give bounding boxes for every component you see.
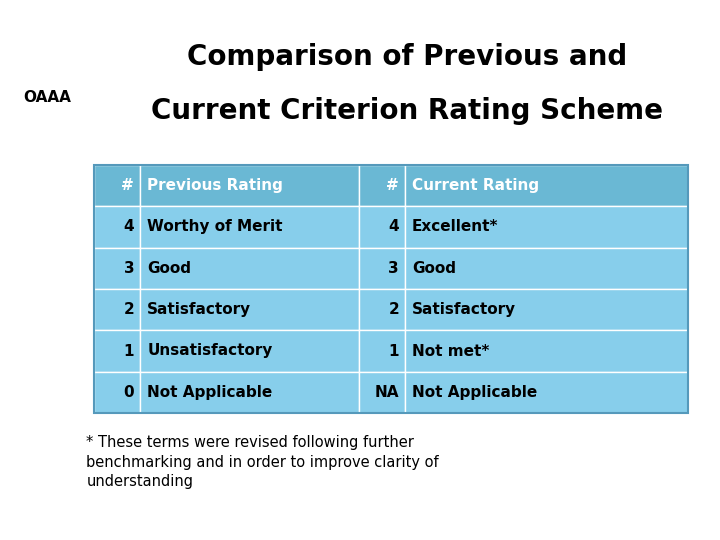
- Text: Worthy of Merit: Worthy of Merit: [147, 219, 283, 234]
- Text: #: #: [122, 178, 134, 193]
- Text: 1: 1: [389, 343, 399, 359]
- FancyBboxPatch shape: [140, 372, 359, 413]
- Text: 4: 4: [389, 219, 399, 234]
- Text: 3: 3: [124, 261, 134, 276]
- Text: Not Applicable: Not Applicable: [412, 385, 537, 400]
- FancyBboxPatch shape: [405, 372, 688, 413]
- Text: Unsatisfactory: Unsatisfactory: [147, 343, 272, 359]
- Text: 0: 0: [124, 385, 134, 400]
- FancyBboxPatch shape: [94, 165, 140, 206]
- FancyBboxPatch shape: [359, 165, 405, 206]
- FancyBboxPatch shape: [140, 206, 359, 247]
- FancyBboxPatch shape: [405, 206, 688, 247]
- Text: 1: 1: [124, 343, 134, 359]
- Text: Excellent*: Excellent*: [412, 219, 498, 234]
- FancyBboxPatch shape: [140, 165, 359, 206]
- Text: Good: Good: [147, 261, 191, 276]
- FancyBboxPatch shape: [94, 247, 140, 289]
- FancyBboxPatch shape: [94, 330, 140, 372]
- Text: Current Criterion Rating Scheme: Current Criterion Rating Scheme: [150, 97, 663, 125]
- FancyBboxPatch shape: [359, 206, 405, 247]
- FancyBboxPatch shape: [94, 206, 140, 247]
- Text: Good: Good: [412, 261, 456, 276]
- FancyBboxPatch shape: [140, 330, 359, 372]
- Text: OAAA: OAAA: [23, 90, 71, 105]
- FancyBboxPatch shape: [94, 289, 140, 330]
- Text: Satisfactory: Satisfactory: [147, 302, 251, 317]
- FancyBboxPatch shape: [359, 330, 405, 372]
- Text: NA: NA: [374, 385, 399, 400]
- FancyBboxPatch shape: [94, 372, 140, 413]
- Text: 2: 2: [123, 302, 134, 317]
- FancyBboxPatch shape: [405, 330, 688, 372]
- Text: Current Rating: Current Rating: [412, 178, 539, 193]
- Text: 2: 2: [388, 302, 399, 317]
- Text: Satisfactory: Satisfactory: [412, 302, 516, 317]
- FancyBboxPatch shape: [359, 289, 405, 330]
- Text: 3: 3: [389, 261, 399, 276]
- FancyBboxPatch shape: [140, 289, 359, 330]
- FancyBboxPatch shape: [405, 289, 688, 330]
- FancyBboxPatch shape: [359, 372, 405, 413]
- Text: Comparison of Previous and: Comparison of Previous and: [186, 43, 627, 71]
- FancyBboxPatch shape: [405, 247, 688, 289]
- FancyBboxPatch shape: [359, 247, 405, 289]
- Text: Not Applicable: Not Applicable: [147, 385, 272, 400]
- Text: #: #: [387, 178, 399, 193]
- Text: Previous Rating: Previous Rating: [147, 178, 283, 193]
- FancyBboxPatch shape: [405, 165, 688, 206]
- Text: Not met*: Not met*: [412, 343, 490, 359]
- Text: * These terms were revised following further
benchmarking and in order to improv: * These terms were revised following fur…: [86, 435, 439, 489]
- Text: 4: 4: [124, 219, 134, 234]
- FancyBboxPatch shape: [140, 247, 359, 289]
